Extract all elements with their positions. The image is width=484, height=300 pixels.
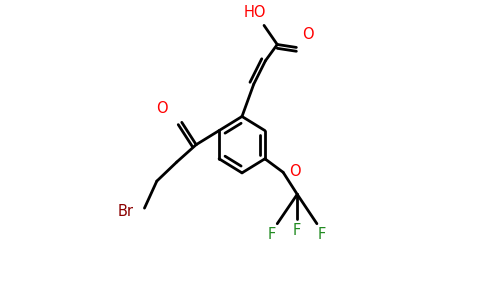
- Text: O: O: [289, 164, 301, 179]
- Text: F: F: [318, 227, 326, 242]
- Text: O: O: [302, 27, 313, 42]
- Text: HO: HO: [244, 4, 267, 20]
- Text: Br: Br: [118, 204, 134, 219]
- Text: F: F: [268, 227, 276, 242]
- Text: O: O: [156, 100, 168, 116]
- Text: F: F: [293, 223, 302, 238]
